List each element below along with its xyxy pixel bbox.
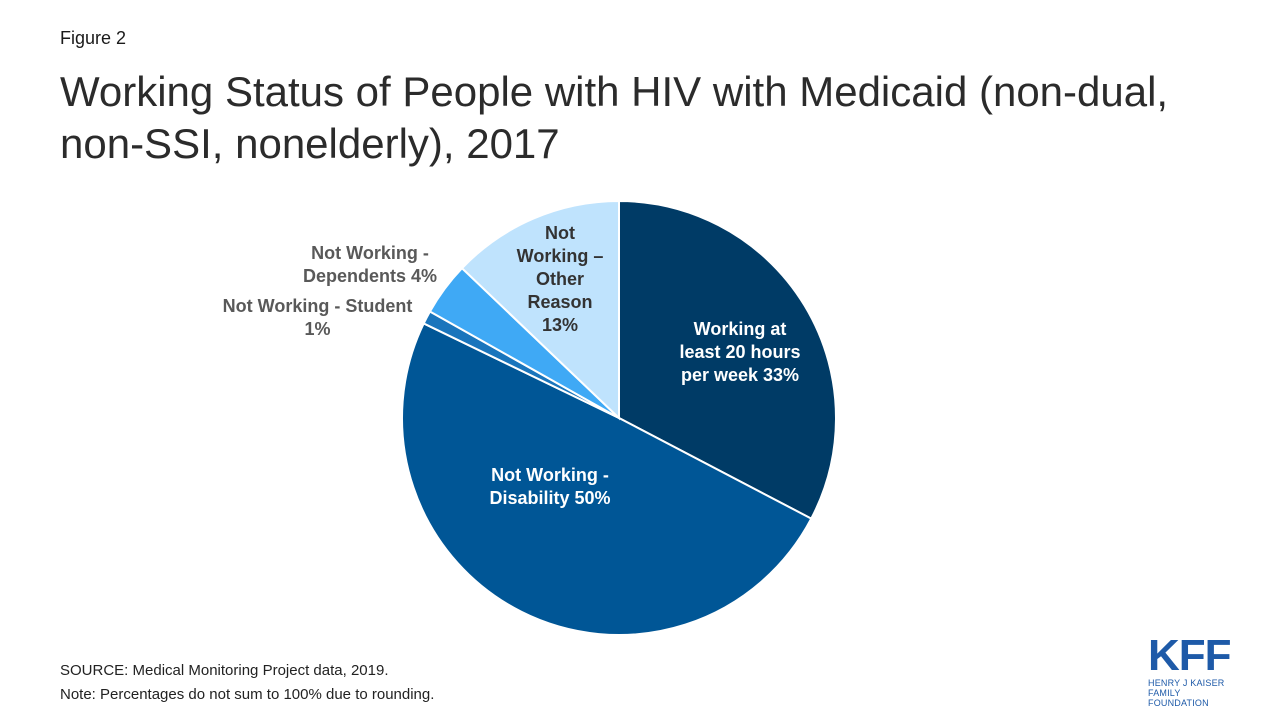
slice-label-dependents: Not Working - Dependents 4% bbox=[302, 243, 438, 286]
pie-slice-disability bbox=[401, 322, 813, 636]
pie-slice-working bbox=[618, 199, 837, 520]
kff-logo: KFF HENRY J KAISER FAMILY FOUNDATION bbox=[1148, 631, 1240, 709]
slice-label-other: Not Working – Other Reason 13% bbox=[516, 223, 604, 335]
logo-mark: KFF bbox=[1148, 631, 1232, 680]
slice-label-student: Not Working - Student 1% bbox=[222, 296, 413, 339]
logo-line-1: HENRY J KAISER bbox=[1148, 678, 1225, 688]
source-note: SOURCE: Medical Monitoring Project data,… bbox=[60, 662, 389, 679]
slice-label-working: Working at least 20 hours per week 33% bbox=[679, 319, 801, 385]
pie-slice-other bbox=[460, 199, 620, 421]
footnote: Note: Percentages do not sum to 100% due… bbox=[60, 686, 435, 703]
figure-label: Figure 2 bbox=[60, 28, 127, 48]
chart-title: Working Status of People with HIV with M… bbox=[60, 68, 1169, 167]
logo-line-2: FAMILY FOUNDATION bbox=[1148, 688, 1209, 708]
slice-label-disability: Not Working - Disability 50% bbox=[489, 465, 611, 508]
